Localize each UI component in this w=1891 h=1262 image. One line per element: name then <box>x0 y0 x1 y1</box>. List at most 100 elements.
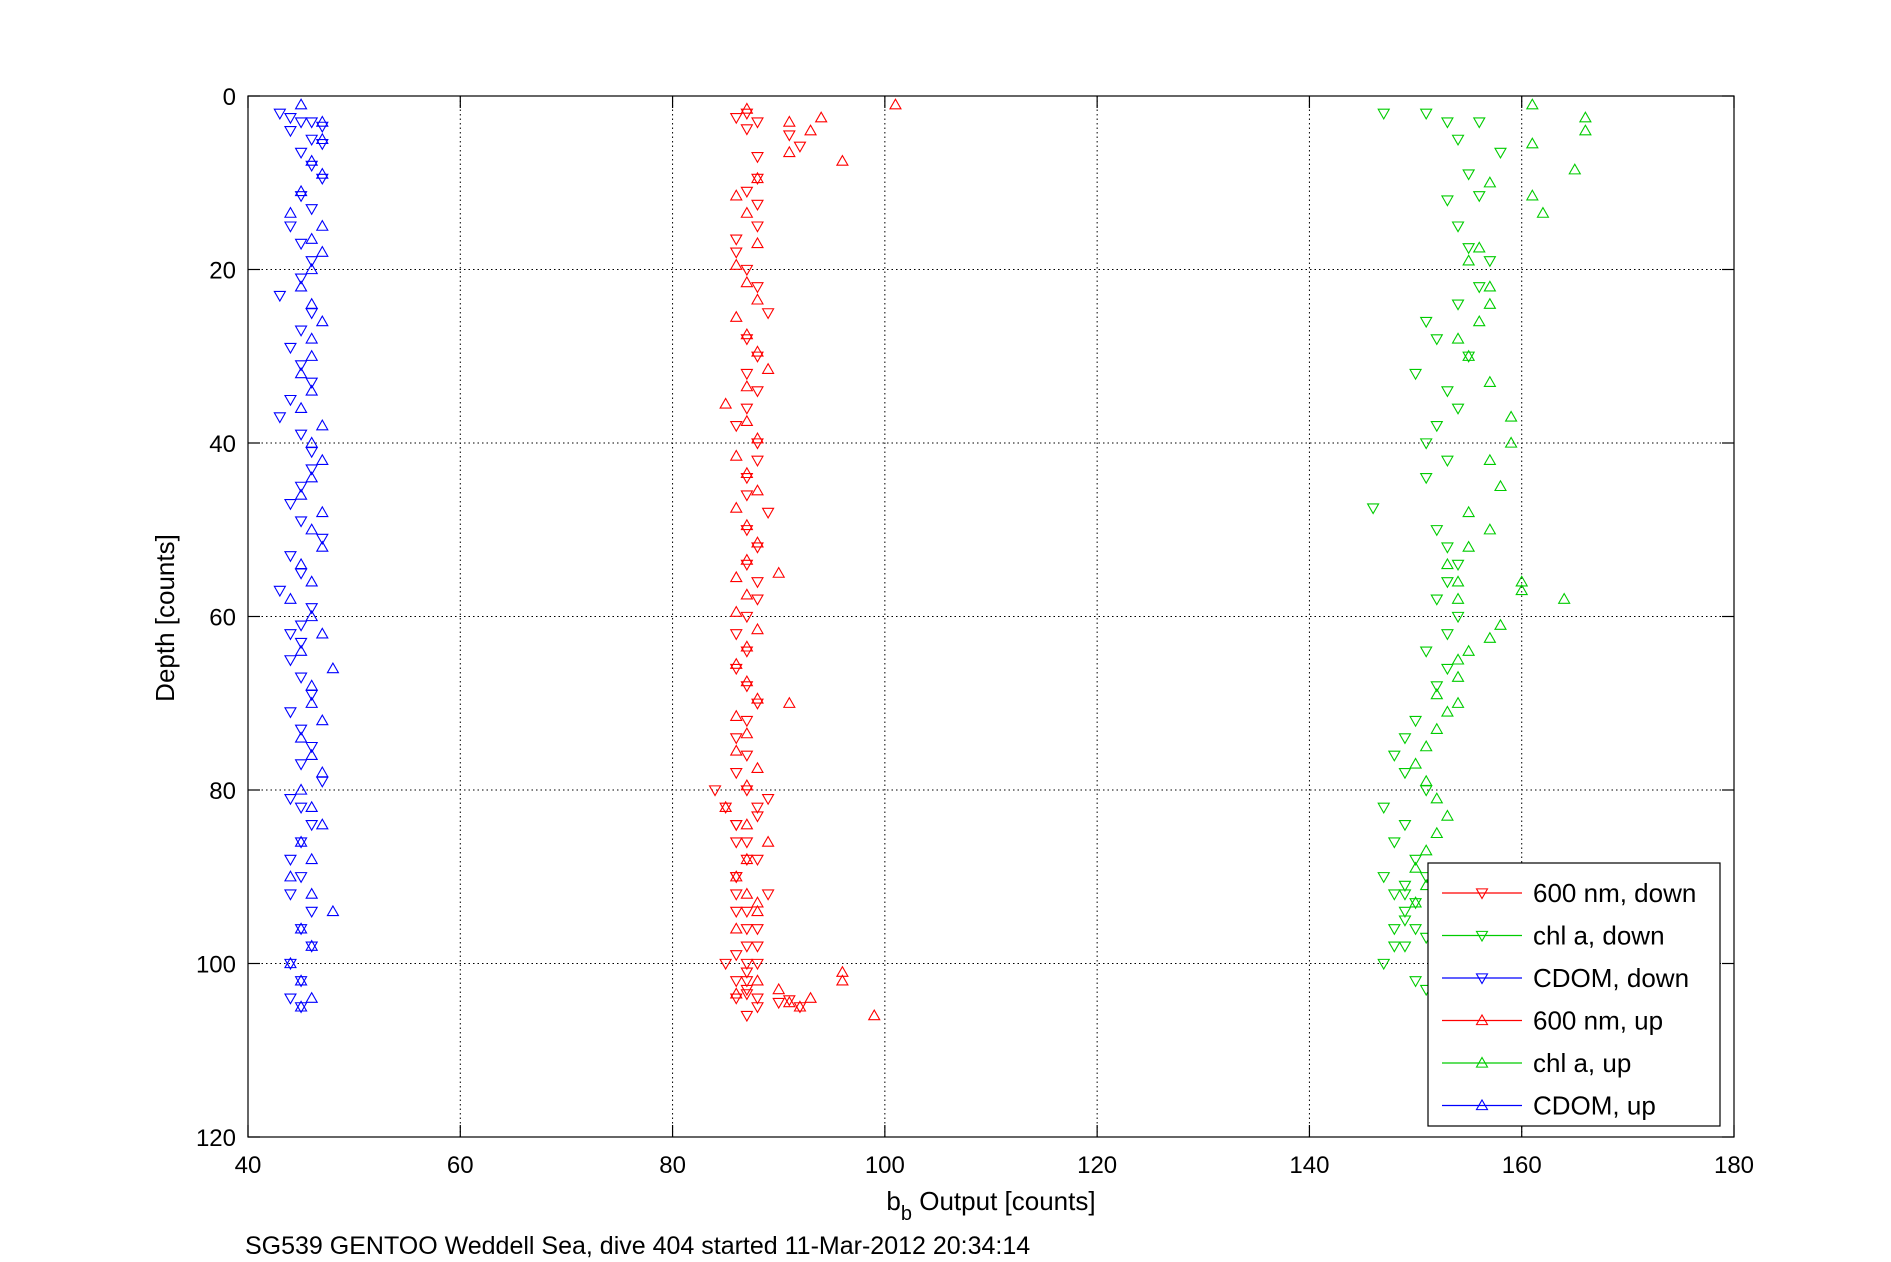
data-point <box>782 130 796 142</box>
data-point <box>729 258 743 270</box>
legend-item: 600 nm, up <box>1442 1006 1663 1036</box>
data-point <box>729 501 743 513</box>
data-point <box>729 733 743 745</box>
data-point <box>315 818 329 830</box>
data-point <box>740 525 754 537</box>
data-point <box>305 117 319 129</box>
data-point <box>782 145 796 158</box>
data-point <box>284 206 297 218</box>
data-point <box>305 297 319 309</box>
legend-marker <box>1475 1013 1489 1026</box>
data-point <box>1494 147 1507 159</box>
data-point <box>294 557 308 570</box>
data-point <box>305 603 319 615</box>
data-point <box>740 327 754 340</box>
data-point <box>793 1002 807 1014</box>
data-point <box>1387 889 1401 901</box>
data-point <box>740 466 754 479</box>
data-point <box>1462 254 1476 266</box>
data-point <box>1504 436 1518 448</box>
data-point <box>793 1000 807 1012</box>
data-point <box>772 566 786 578</box>
data-point <box>284 629 297 641</box>
data-point <box>294 366 308 379</box>
data-point <box>729 872 743 884</box>
data-point <box>740 275 754 288</box>
data-point <box>751 432 764 444</box>
data-point <box>305 523 319 535</box>
data-point <box>294 429 308 441</box>
data-point <box>1398 915 1412 927</box>
data-point <box>1419 316 1433 329</box>
data-point <box>294 620 308 632</box>
data-point <box>294 672 308 684</box>
legend-label: chl a, up <box>1533 1048 1631 1078</box>
data-point <box>284 958 297 971</box>
data-point <box>1387 941 1401 953</box>
data-point <box>1451 592 1465 604</box>
data-point <box>1440 542 1454 554</box>
data-point <box>1451 221 1465 233</box>
data-point <box>729 113 743 125</box>
data-point <box>729 189 743 201</box>
data-point <box>1472 117 1486 129</box>
data-point <box>305 134 319 146</box>
data-point <box>305 887 319 899</box>
x-tick-label: 60 <box>447 1152 474 1179</box>
legend-marker <box>1475 1098 1489 1111</box>
data-point <box>751 941 764 953</box>
data-point <box>729 605 743 617</box>
data-point <box>729 767 743 780</box>
data-point <box>284 592 297 604</box>
data-point <box>305 906 319 919</box>
data-point <box>1483 453 1497 466</box>
data-point <box>719 802 733 814</box>
data-point <box>1440 809 1454 821</box>
data-point <box>294 637 308 650</box>
data-point <box>1451 299 1465 311</box>
data-point <box>740 553 754 565</box>
data-point <box>740 779 754 791</box>
data-point <box>305 741 319 754</box>
axis-ticks: 40 60 80 100 120 140 160 180 0 20 40 60 80 100 120 <box>196 84 1754 1179</box>
data-point <box>751 171 764 184</box>
legend: 600 nm, down chl a, down CDOM, down 600 nm,… <box>1427 862 1721 1127</box>
data-point <box>315 453 329 466</box>
data-point <box>1419 438 1433 450</box>
data-point <box>1430 792 1444 804</box>
data-point <box>1451 134 1465 146</box>
data-point <box>294 974 308 986</box>
data-point <box>305 436 319 448</box>
data-point <box>284 221 297 233</box>
grid-lines <box>248 96 1734 1137</box>
data-point <box>761 308 775 320</box>
data-point <box>294 1002 308 1014</box>
data-point <box>1451 559 1465 572</box>
data-point <box>740 646 754 658</box>
data-point <box>740 715 754 728</box>
data-point <box>1525 137 1539 149</box>
data-point <box>1578 124 1592 136</box>
data-point <box>751 958 764 971</box>
legend-label: CDOM, down <box>1533 963 1689 993</box>
data-point <box>1440 557 1454 570</box>
data-point <box>1398 906 1412 919</box>
data-point <box>1398 767 1412 780</box>
data-point <box>751 542 764 554</box>
data-point <box>729 950 743 962</box>
data-point <box>294 191 308 203</box>
data-point <box>751 293 764 305</box>
data-point <box>1472 282 1486 294</box>
data-point <box>294 1000 308 1012</box>
data-point <box>1440 195 1454 207</box>
data-point <box>294 835 308 847</box>
data-point <box>1409 896 1423 908</box>
data-point <box>729 889 743 901</box>
data-point <box>804 991 818 1003</box>
data-point <box>740 958 754 971</box>
x-tick-label: 100 <box>865 1152 905 1179</box>
data-point <box>751 802 764 814</box>
data-point <box>751 536 764 548</box>
data-point <box>782 995 796 1007</box>
data-point <box>294 837 308 849</box>
